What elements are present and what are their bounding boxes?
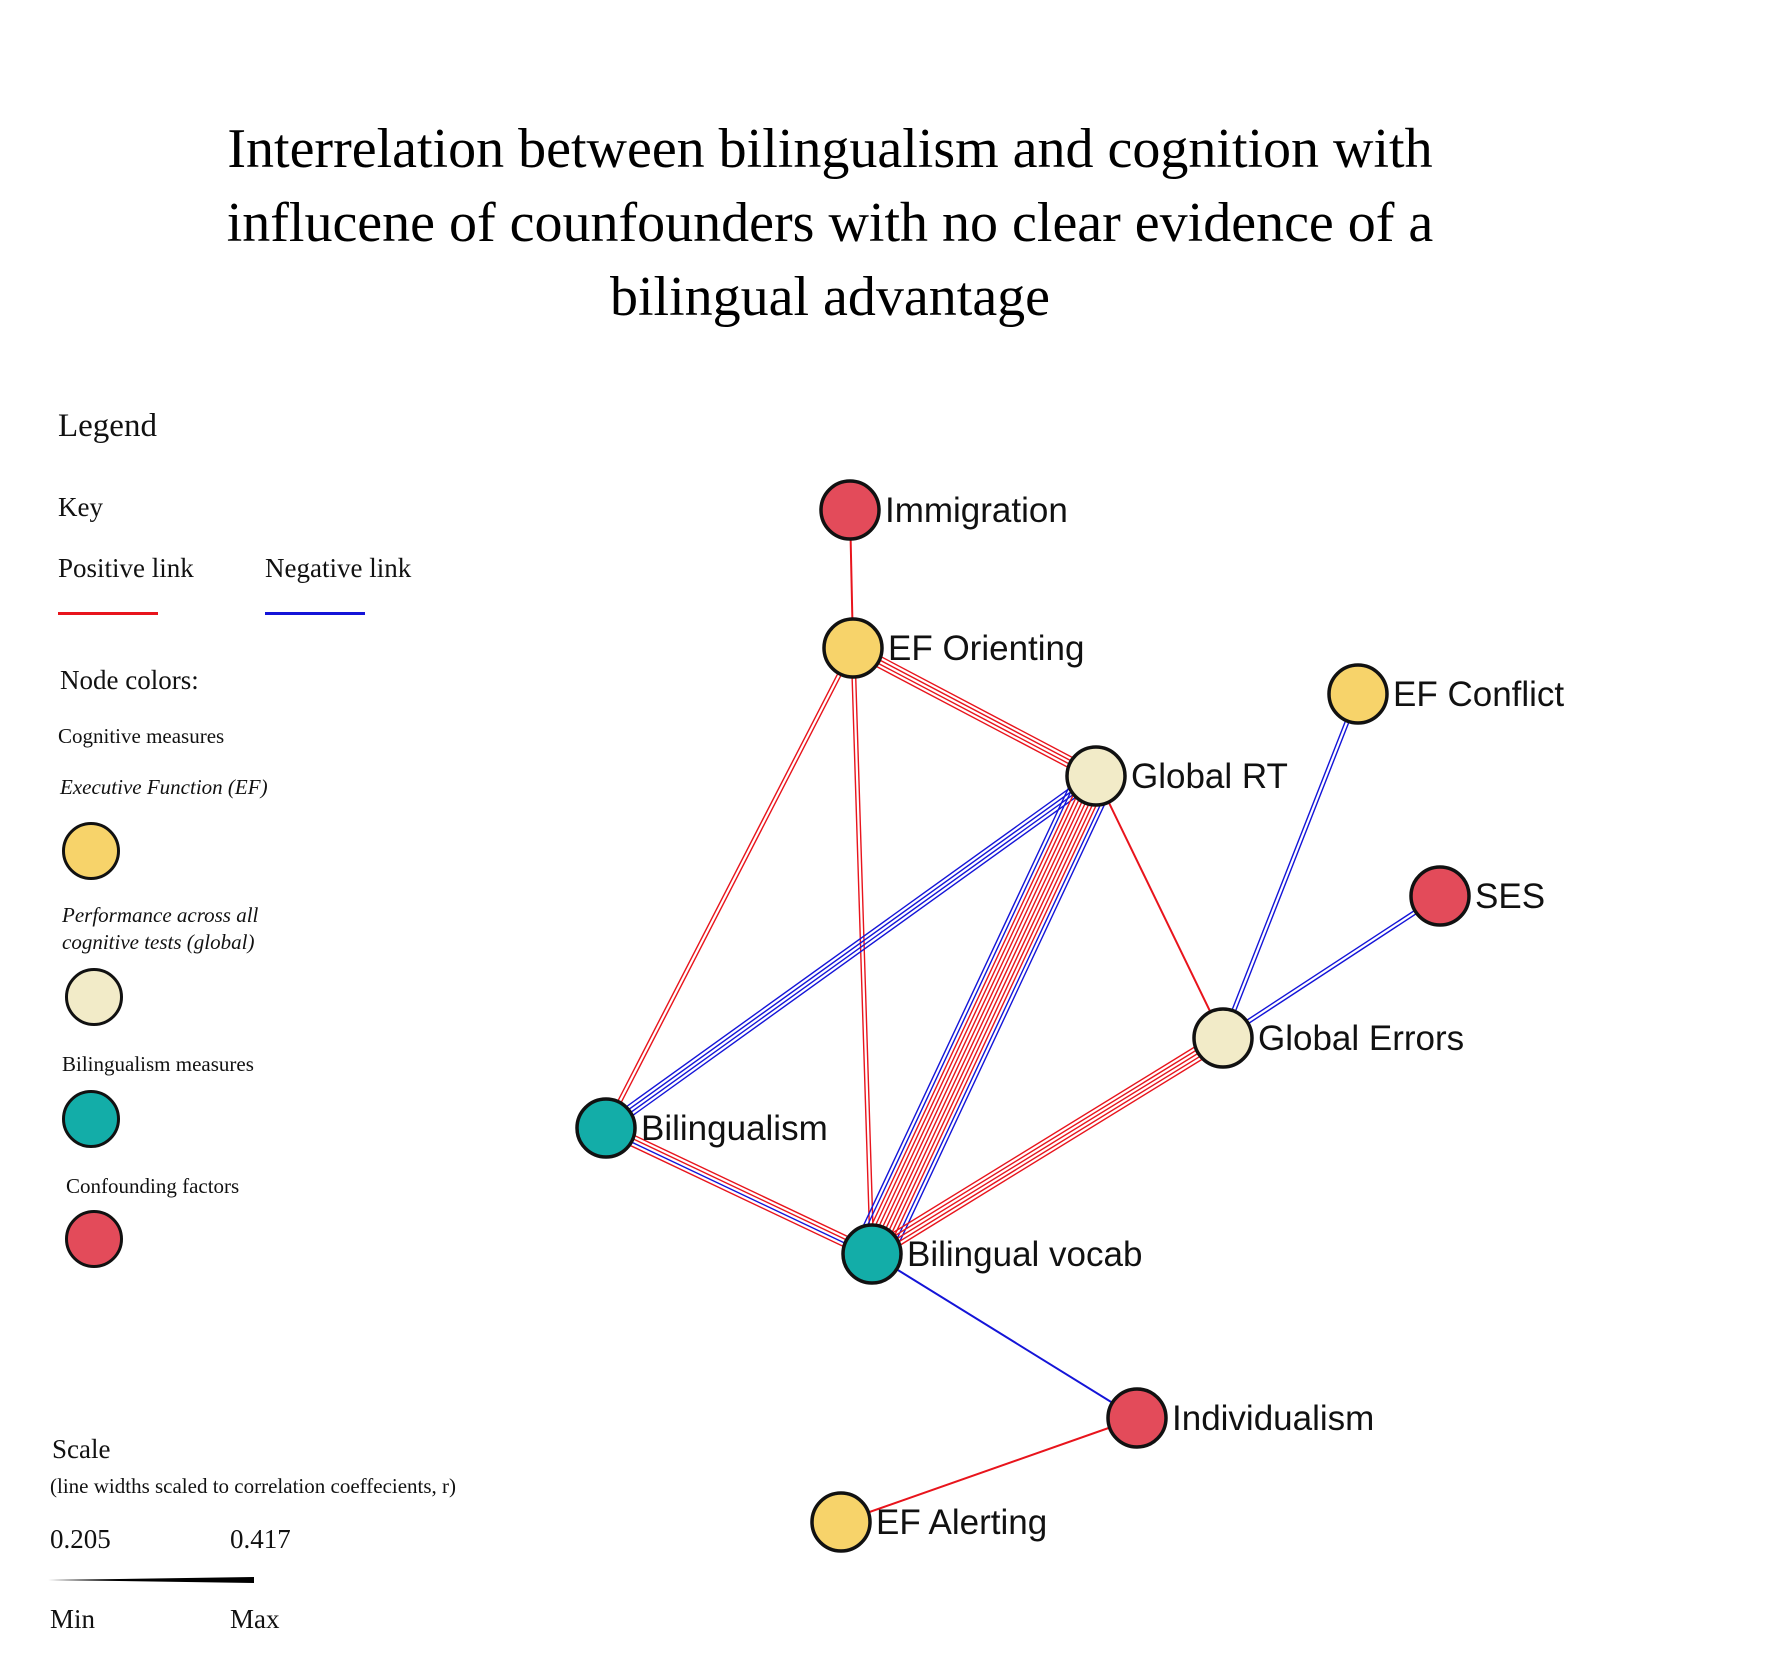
edge-ef_orienting-bilingualism-positive-1 [603, 646, 853, 1128]
node-label-ef_conflict: EF Conflict [1393, 675, 1564, 714]
legend-global-node [65, 968, 123, 1026]
edge-global_rt-bilingual_vocab-negative-1 [886, 782, 1112, 1262]
edge-global_rt-bilingual_vocab-negative-10 [856, 768, 1082, 1248]
edge-global_rt-bilingual_vocab-positive-3 [879, 779, 1105, 1259]
title-line-3: bilingual advantage [609, 266, 1051, 328]
edge-ef_orienting-bilingual_vocab-positive-0 [854, 647, 875, 1254]
node-label-global_errors: Global Errors [1258, 1019, 1464, 1058]
legend-positive-link-label: Positive link [58, 553, 194, 583]
legend-scale-min-label: Min [50, 1604, 96, 1634]
legend-node-colors-label: Node colors: [60, 665, 199, 695]
edge-global_rt-bilingual_vocab-negative-11 [853, 767, 1079, 1246]
edge-ef_orienting-global_rt-positive-3 [850, 652, 1094, 782]
edge-global_rt-bilingualism-negative-3 [602, 771, 1094, 1125]
node-label-global_rt: Global RT [1131, 757, 1288, 796]
legend-scale-max-value: 0.417 [230, 1524, 291, 1554]
node-bilingual_vocab [841, 1223, 903, 1285]
edge-ef_orienting-global_rt-positive-0 [855, 642, 1099, 772]
legend-negative-link-swatch [265, 612, 365, 615]
node-ses [1409, 865, 1471, 927]
edge-global_errors-bilingual_vocab-positive-1 [873, 1040, 1226, 1258]
edge-global_errors-bilingual_vocab-positive-3 [869, 1034, 1222, 1252]
node-label-ef_alerting: EF Alerting [876, 1503, 1047, 1542]
legend-confounding-label: Confounding factors [66, 1174, 240, 1198]
legend-scale-label: Scale [52, 1434, 111, 1464]
edge-global_errors-bilingual_vocab-positive-4 [867, 1031, 1220, 1249]
edge-ef_orienting-bilingualism-positive-0 [606, 648, 856, 1130]
edge-global_rt-bilingual_vocab-positive-4 [876, 777, 1102, 1257]
edge-global_rt-bilingual_vocab-positive-8 [863, 771, 1089, 1251]
edge-global_rt-bilingual_vocab-positive-5 [872, 776, 1099, 1256]
node-ef_orienting [822, 617, 884, 679]
edge-ef_conflict-global_errors-negative-1 [1220, 693, 1357, 1038]
legend-negative-link-label: Negative link [265, 553, 412, 583]
legend-bilingualism-label: Bilingualism measures [62, 1052, 254, 1076]
node-ef_alerting [810, 1491, 872, 1553]
edge-bilingual_vocab-individualism-negative-0 [871, 1253, 1138, 1419]
edge-global_rt-bilingual_vocab-positive-9 [859, 770, 1086, 1249]
edge-group [602, 509, 1442, 1523]
edge-ef_orienting-global_rt-positive-2 [851, 648, 1096, 779]
node-label-bilingualism: Bilingualism [641, 1109, 828, 1148]
legend-cognitive-label: Cognitive measures [58, 724, 225, 748]
figure-title: Interrelation between bilingualism and c… [60, 112, 1600, 334]
node-global_rt [1065, 745, 1127, 807]
legend-scale-max-label: Max [230, 1604, 280, 1634]
edge-global_rt-bilingual_vocab-positive-6 [869, 774, 1096, 1254]
legend-global-label-line1: Performance across all [62, 903, 259, 927]
legend-ef-label: Executive Function (EF) [60, 775, 268, 799]
edge-bilingualism-bilingual_vocab-negative-2 [604, 1128, 872, 1257]
edge-ses-global_errors-negative-0 [1223, 896, 1442, 1041]
node-label-ses: SES [1475, 877, 1545, 916]
node-label-bilingual_vocab: Bilingual vocab [907, 1235, 1142, 1274]
node-individualism [1106, 1387, 1168, 1449]
node-label-immigration: Immigration [885, 491, 1068, 530]
legend-bilingualism-node [62, 1090, 120, 1148]
node-bilingualism [575, 1097, 637, 1159]
edge-ses-global_errors-negative-1 [1221, 893, 1440, 1038]
edge-bilingualism-bilingual_vocab-positive-1 [606, 1125, 874, 1254]
node-label-ef_orienting: EF Orienting [888, 629, 1084, 668]
legend-ef-node [62, 822, 120, 880]
legend-scale-min-value: 0.205 [50, 1524, 111, 1554]
node-label-individualism: Individualism [1172, 1399, 1374, 1438]
edge-global_rt-bilingual_vocab-positive-7 [866, 773, 1092, 1253]
title-line-1: Interrelation between bilingualism and c… [227, 118, 1433, 180]
edge-global_rt-bilingual_vocab-positive-2 [882, 781, 1109, 1260]
edge-global_rt-bilingualism-negative-1 [606, 776, 1098, 1131]
edge-global_rt-bilingual_vocab-negative-0 [889, 784, 1115, 1263]
legend-confounding-node [65, 1210, 123, 1268]
edge-bilingualism-bilingual_vocab-positive-3 [603, 1132, 870, 1260]
edge-global_rt-bilingualism-negative-2 [604, 773, 1096, 1128]
node-immigration [819, 479, 881, 541]
edge-global_rt-bilingualism-negative-0 [608, 779, 1100, 1133]
edge-ef_orienting-global_rt-positive-1 [853, 645, 1098, 776]
legend-heading: Legend [58, 408, 157, 444]
edge-ef_conflict-global_errors-negative-0 [1224, 694, 1361, 1039]
edge-global_errors-bilingual_vocab-positive-2 [871, 1037, 1224, 1255]
legend-key-label: Key [58, 492, 103, 522]
edge-individualism-ef_alerting-positive-0 [840, 1417, 1138, 1523]
edge-global_rt-global_errors-positive-0 [1095, 775, 1224, 1039]
legend-positive-link-swatch [58, 612, 158, 615]
edge-global_errors-bilingual_vocab-positive-0 [875, 1043, 1228, 1261]
legend-scale-note: (line widths scaled to correlation coeff… [50, 1474, 457, 1498]
edge-bilingualism-bilingual_vocab-positive-0 [608, 1122, 875, 1250]
node-global_errors [1192, 1007, 1254, 1069]
node-ef_conflict [1327, 663, 1389, 725]
legend-scale-wedge [48, 1577, 254, 1583]
title-line-2: influcene of counfounders with no clear … [226, 192, 1434, 254]
legend-global-label-line2: cognitive tests (global) [62, 930, 255, 954]
node-group: Immigration EF Orienting EF Conflict Global… [575, 479, 1564, 1553]
